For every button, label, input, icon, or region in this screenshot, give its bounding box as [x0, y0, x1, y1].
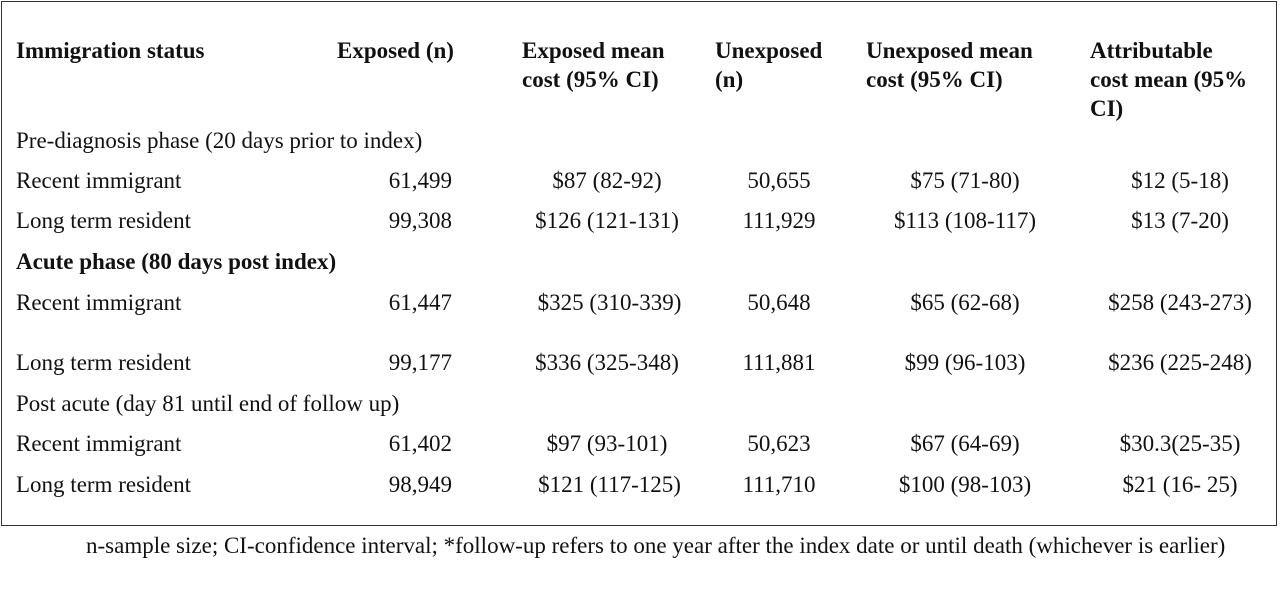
section-title-post-acute: Post acute (day 81 until end of follow u…	[16, 391, 400, 416]
row-unexposed-cost: $67 (64-69)	[910, 431, 1020, 456]
row-exposed-cost: $336 (325-348)	[535, 350, 679, 375]
row-exposed-n: 99,177	[388, 350, 452, 375]
row-unexposed-n: 50,655	[747, 168, 811, 193]
row-exposed-n: 98,949	[388, 472, 452, 497]
row-unexposed-n: 50,648	[747, 290, 811, 315]
row-exposed-cost: $126 (121-131)	[535, 208, 679, 233]
row-exposed-n: 61,499	[388, 168, 452, 193]
row-exposed-n: 99,308	[388, 208, 452, 233]
row-unexposed-cost: $65 (62-68)	[910, 290, 1020, 315]
row-unexposed-n: 111,881	[742, 350, 816, 375]
row-exposed-cost: $87 (82-92)	[552, 168, 662, 193]
header-immigration-status: Immigration status	[16, 38, 205, 63]
row-exposed-cost: $121 (117-125)	[538, 472, 681, 497]
row-attributable: $13 (7-20)	[1131, 208, 1229, 233]
header-exposed-mean-cost: Exposed mean cost (95% CI)	[522, 38, 665, 92]
row-attributable: $258 (243-273)	[1108, 290, 1252, 315]
row-status: Long term resident	[16, 350, 192, 375]
row-exposed-cost: $325 (310-339)	[537, 290, 682, 315]
header-attributable-cost-mean: Attributable cost mean (95% CI)	[1090, 38, 1248, 121]
row-exposed-n: 61,402	[388, 431, 452, 456]
row-status: Long term resident	[16, 472, 192, 497]
row-status: Recent immigrant	[16, 431, 182, 456]
row-unexposed-cost: $113 (108-117)	[893, 208, 1037, 233]
row-attributable: $30.3(25-35)	[1119, 431, 1241, 456]
row-attributable: $21 (16- 25)	[1122, 472, 1238, 497]
cost-table: Immigration status Exposed (n) Exposed m…	[1, 1, 1277, 526]
row-unexposed-cost: $100 (98-103)	[898, 472, 1032, 497]
row-unexposed-n: 50,623	[747, 431, 811, 456]
row-exposed-n: 61,447	[388, 290, 452, 315]
row-unexposed-cost: $99 (96-103)	[904, 350, 1026, 375]
row-status: Recent immigrant	[16, 168, 182, 193]
table-footnote: n-sample size; CI-confidence interval; *…	[86, 533, 1226, 558]
row-attributable: $12 (5-18)	[1131, 168, 1229, 193]
row-unexposed-n: 111,710	[742, 472, 816, 497]
header-exposed-n: Exposed (n)	[337, 38, 454, 63]
row-exposed-cost: $97 (93-101)	[546, 431, 668, 456]
section-title-acute: Acute phase (80 days post index)	[16, 249, 337, 274]
row-unexposed-cost: $75 (71-80)	[910, 168, 1020, 193]
row-attributable: $236 (225-248)	[1108, 350, 1252, 375]
header-unexposed-mean-cost: Unexposed mean cost (95% CI)	[866, 38, 1033, 92]
header-unexposed-n: Unexposed (n)	[715, 38, 823, 92]
row-status: Long term resident	[16, 208, 192, 233]
row-status: Recent immigrant	[16, 290, 182, 315]
row-unexposed-n: 111,929	[742, 208, 816, 233]
section-title-pre-diagnosis: Pre-diagnosis phase (20 days prior to in…	[16, 128, 423, 153]
